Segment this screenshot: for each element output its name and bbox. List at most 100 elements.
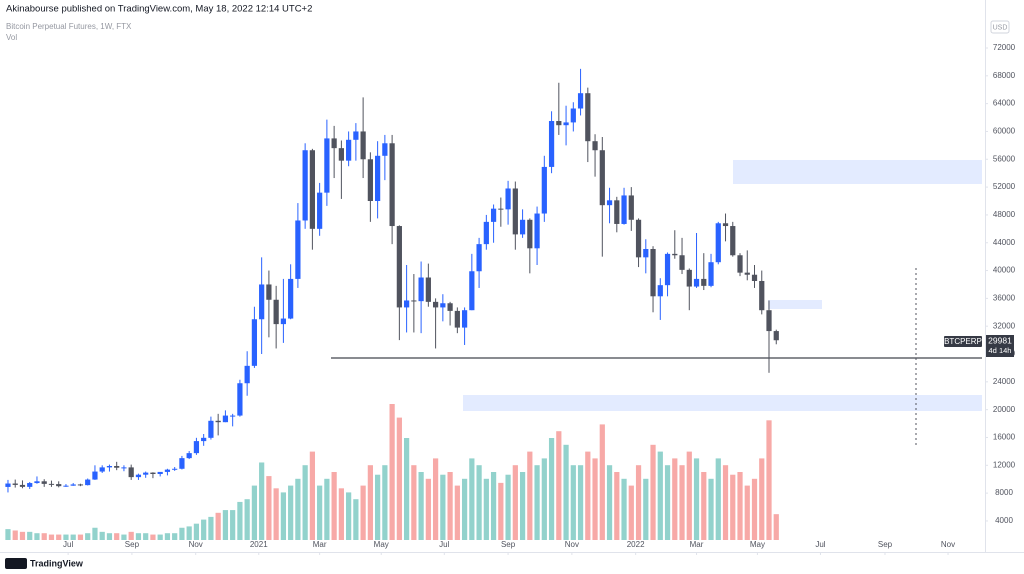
candle-body	[621, 195, 627, 224]
volume-bar	[157, 534, 163, 540]
candle-body	[679, 255, 685, 270]
candle-body	[244, 365, 250, 384]
candle-body	[128, 467, 134, 478]
zone	[768, 300, 822, 309]
chart-title: Bitcoin Perpetual Futures, 1W, FTX	[6, 22, 132, 31]
volume-bar	[701, 472, 707, 540]
candle-body	[606, 200, 613, 206]
volume-bar	[99, 531, 105, 540]
candle-body	[396, 226, 402, 308]
y-tick-label: 48000	[993, 210, 1016, 219]
candle-body	[389, 143, 395, 227]
candle-body	[556, 121, 562, 126]
candle-body	[77, 484, 84, 486]
candle-body	[5, 483, 11, 487]
volume-bar	[172, 533, 178, 540]
price-pane	[5, 68, 779, 493]
volume-bar	[382, 465, 388, 540]
y-tick-label: 4000	[995, 516, 1013, 525]
volume-bar	[577, 465, 584, 540]
candle-body	[570, 108, 576, 123]
candle-body	[193, 441, 200, 454]
candle-body	[266, 284, 272, 300]
candle-body	[737, 255, 743, 273]
volume-bar	[411, 465, 417, 540]
y-tick-label: 44000	[993, 238, 1016, 247]
volume-bar	[505, 474, 511, 540]
volume-bar	[432, 458, 439, 540]
candle-body	[425, 277, 431, 302]
x-tick-label: Nov	[189, 540, 203, 549]
x-tick-label: May	[374, 540, 389, 549]
candle-body	[592, 141, 598, 151]
axes: 4000800012000160002000024000280003200036…	[63, 43, 1016, 555]
volume-bar	[715, 458, 721, 540]
volume-bar	[418, 472, 424, 540]
y-tick-label: 20000	[993, 405, 1016, 414]
volume-bar	[288, 485, 294, 540]
candle-body	[498, 208, 504, 210]
volume-bar	[317, 485, 323, 540]
candle-body	[476, 244, 482, 272]
candle-body	[164, 469, 171, 472]
candle-body	[230, 415, 236, 417]
volume-bar	[759, 458, 765, 540]
currency: USD	[993, 24, 1008, 31]
candle-body	[222, 415, 229, 423]
candle-body	[548, 121, 555, 167]
y-tick-label: 40000	[993, 266, 1016, 275]
volume-bar	[106, 533, 113, 540]
candle-body	[135, 474, 142, 478]
zone	[463, 395, 982, 411]
volume-bar	[266, 476, 272, 540]
candle-body	[12, 483, 18, 485]
y-tick-label: 52000	[993, 182, 1016, 191]
candle-body	[375, 155, 381, 202]
candle-body	[628, 195, 634, 220]
volume-bar	[280, 492, 287, 540]
volume-bar	[135, 533, 142, 540]
volume-bar	[650, 444, 656, 540]
candle-body	[759, 280, 765, 311]
volume-pane	[5, 404, 779, 540]
volume-bar	[722, 465, 729, 540]
candle-body	[563, 122, 569, 126]
y-tick-label: 24000	[993, 377, 1016, 386]
volume-bar	[41, 533, 47, 540]
currency-box[interactable]	[990, 20, 1010, 34]
candle-body	[143, 472, 149, 475]
volume-bar	[686, 451, 692, 540]
volume-bar	[592, 458, 598, 540]
x-tick-label: Sep	[501, 540, 516, 549]
candle-body	[346, 139, 352, 161]
volume-bar	[389, 404, 395, 540]
volume-bar	[541, 458, 547, 540]
volume-bar	[628, 485, 634, 540]
volume-bar	[643, 478, 649, 540]
candle-body	[215, 420, 221, 423]
x-tick-label: Mar	[690, 540, 704, 549]
volume-bar	[324, 478, 330, 540]
volume-bar	[556, 431, 562, 540]
y-tick-label: 68000	[993, 71, 1016, 80]
candle-body	[70, 484, 76, 486]
volume-bar	[534, 465, 540, 540]
candle-body	[208, 420, 214, 438]
volume-bar	[208, 516, 214, 540]
volume-bar	[244, 499, 250, 540]
x-tick-label: 2022	[627, 540, 645, 549]
candle-body	[469, 271, 475, 311]
volume-bar	[70, 534, 76, 540]
volume-bar	[512, 465, 518, 540]
volume-bar	[404, 438, 410, 540]
candle-body	[447, 303, 453, 311]
volume-bar	[744, 485, 750, 540]
volume-bar	[585, 451, 591, 540]
volume-bar	[454, 485, 460, 540]
volume-bar	[773, 514, 779, 540]
candle-body	[599, 150, 605, 206]
volume-bar	[614, 472, 620, 540]
volume-bar	[396, 417, 402, 540]
volume-bar	[230, 510, 236, 540]
